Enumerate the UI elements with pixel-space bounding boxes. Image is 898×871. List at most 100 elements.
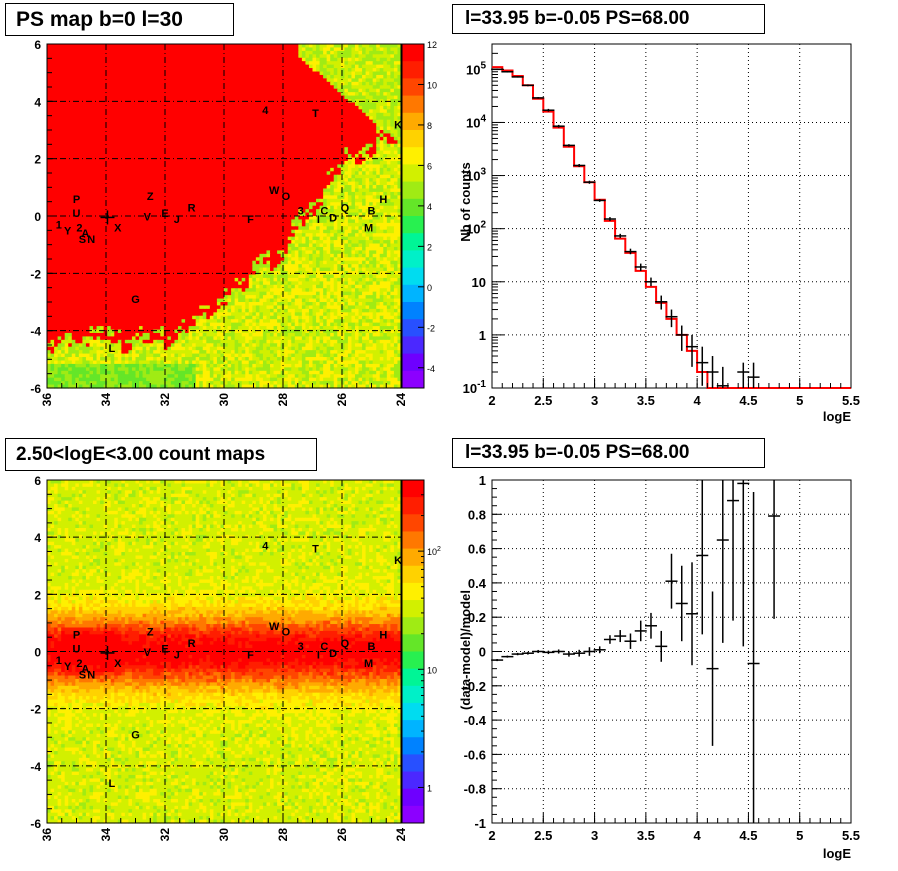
heatmap-cell [128, 88, 133, 93]
heatmap-cell [139, 181, 144, 186]
heatmap-cell [231, 71, 236, 76]
heatmap-cell [347, 102, 353, 107]
heatmap-cell [121, 57, 126, 62]
heatmap-cell [248, 50, 253, 55]
heatmap-cell [354, 50, 360, 55]
heatmap-cell [146, 202, 151, 207]
heatmap-cell [347, 167, 353, 172]
heatmap-cell [93, 119, 98, 124]
heatmap-cell [170, 64, 176, 69]
heatmap-cell [255, 85, 260, 90]
heatmap-cell [344, 78, 349, 83]
heatmap-cell [100, 95, 105, 100]
heatmap-cell [100, 174, 105, 179]
heatmap-cell [252, 81, 257, 86]
heatmap-cell [163, 44, 168, 49]
heatmap-cell [319, 195, 324, 200]
heatmap-cell [351, 50, 356, 55]
heatmap-cell [142, 88, 147, 93]
heatmap-cell [259, 160, 264, 165]
heatmap-cell [142, 109, 147, 114]
heatmap-cell [248, 109, 253, 114]
heatmap-cell [301, 212, 307, 217]
heatmap-cell [266, 157, 271, 162]
heatmap-cell [316, 95, 321, 100]
heatmap-cell [167, 123, 172, 128]
heatmap-cell [252, 188, 257, 193]
heatmap-cell [397, 44, 402, 49]
heatmap-cell [245, 50, 250, 55]
heatmap-cell [337, 185, 342, 190]
heatmap-cell [167, 140, 172, 145]
heatmap-cell [333, 167, 338, 172]
heatmap-cell [195, 123, 200, 128]
heatmap-cell [47, 178, 52, 183]
heatmap-cell [301, 191, 307, 196]
heatmap-cell [319, 178, 324, 183]
heatmap-cell [259, 119, 264, 124]
heatmap-cell [128, 109, 133, 114]
heatmap-cell [241, 198, 246, 203]
heatmap-cell [248, 167, 253, 172]
heatmap-cell [266, 150, 271, 155]
heatmap-cell [64, 116, 69, 121]
heatmap-cell [50, 157, 55, 162]
heatmap-cell [78, 68, 83, 73]
heatmap-cell [245, 126, 250, 131]
heatmap-cell [156, 202, 161, 207]
heatmap-cell [266, 140, 271, 145]
heatmap-cell [397, 147, 402, 152]
heatmap-cell [54, 68, 59, 73]
heatmap-cell [220, 174, 225, 179]
heatmap-cell [351, 154, 356, 159]
heatmap-cell [85, 202, 91, 207]
heatmap-cell [326, 154, 331, 159]
heatmap-cell [319, 64, 324, 69]
heatmap-cell [135, 61, 140, 66]
heatmap-cell [128, 209, 133, 214]
heatmap-cell [110, 181, 115, 186]
heatmap-cell [312, 78, 317, 83]
heatmap-cell [64, 140, 69, 145]
heatmap-cell [372, 143, 377, 148]
heatmap-cell [78, 191, 83, 196]
heatmap-cell [386, 50, 391, 55]
heatmap-cell [365, 157, 370, 162]
heatmap-cell [181, 44, 186, 49]
heatmap-cell [245, 109, 250, 114]
heatmap-cell [163, 164, 168, 169]
heatmap-cell [280, 54, 285, 59]
heatmap-cell [379, 136, 384, 141]
heatmap-cell [354, 112, 360, 117]
heatmap-cell [379, 209, 384, 214]
heatmap-cell [379, 143, 384, 148]
heatmap-cell [82, 102, 87, 107]
heatmap-cell [323, 154, 328, 159]
heatmap-cell [195, 81, 200, 86]
heatmap-cell [354, 57, 360, 62]
heatmap-cell [323, 136, 328, 141]
heatmap-cell [397, 164, 402, 169]
heatmap-cell [139, 209, 144, 214]
heatmap-cell [82, 188, 87, 193]
heatmap-cell [117, 209, 122, 214]
heatmap-cell [54, 95, 59, 100]
heatmap-cell [174, 205, 179, 210]
heatmap-cell [287, 143, 292, 148]
heatmap-cell [85, 112, 91, 117]
heatmap-cell [294, 54, 299, 59]
heatmap-cell [100, 181, 105, 186]
heatmap-cell [273, 202, 278, 207]
heatmap-cell [220, 99, 225, 104]
heatmap-cell [199, 57, 204, 62]
heatmap-cell [277, 195, 282, 200]
heatmap-cell [121, 191, 126, 196]
heatmap-cell [362, 157, 367, 162]
heatmap-cell [354, 160, 360, 165]
heatmap-cell [47, 160, 52, 165]
heatmap-cell [227, 185, 232, 190]
heatmap-cell [103, 195, 108, 200]
heatmap-cell [192, 209, 197, 214]
heatmap-cell [213, 136, 218, 141]
heatmap-cell [149, 205, 154, 210]
